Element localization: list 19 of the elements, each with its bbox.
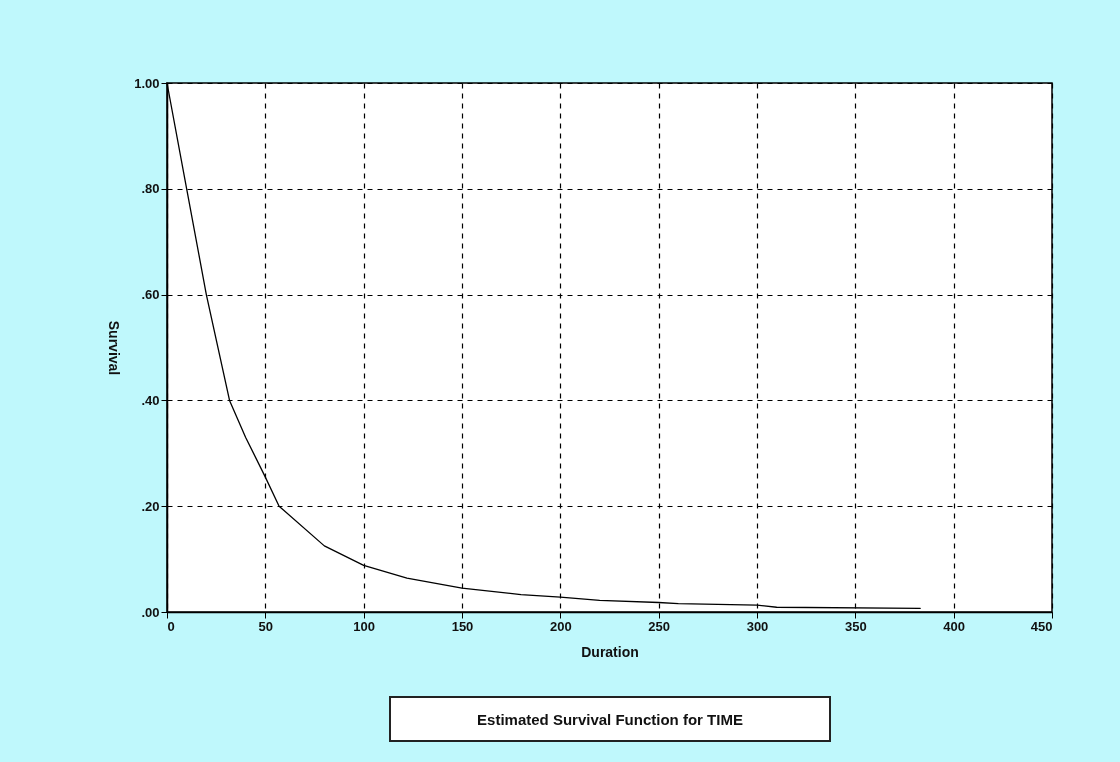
y-tick-label: .00 (141, 604, 160, 620)
y-tick-label: .40 (141, 392, 160, 408)
x-tick-label: 250 (648, 618, 671, 634)
x-tick-label: 50 (258, 618, 274, 634)
x-tick-label: 150 (451, 618, 474, 634)
text: Estimated Survival Function for TIME (389, 696, 831, 742)
y-tick-label: .60 (141, 287, 160, 303)
x-tick-label: 300 (746, 618, 769, 634)
x-tick-label: 350 (844, 618, 867, 634)
x-tick-label: 200 (549, 618, 572, 634)
y-axis-title: Survival (106, 320, 123, 376)
x-tick-label: 100 (353, 618, 376, 634)
x-tick-label: 400 (943, 618, 966, 634)
y-tick-label: .80 (141, 181, 160, 197)
x-axis-title: Duration (581, 643, 639, 660)
x-tick-label: 0 (167, 618, 175, 634)
x-tick-label: 450 (1030, 618, 1053, 634)
y-tick-label: .20 (141, 498, 160, 514)
y-tick-label: 1.00 (134, 75, 160, 91)
